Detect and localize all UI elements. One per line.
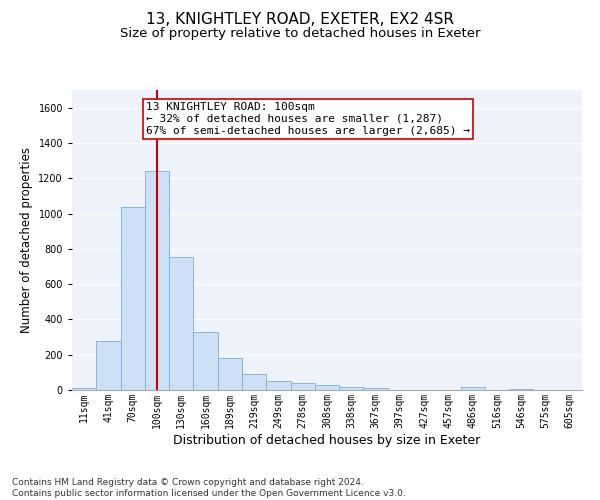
Bar <box>315 385 339 390</box>
Text: Size of property relative to detached houses in Exeter: Size of property relative to detached ho… <box>120 28 480 40</box>
Bar <box>266 381 290 390</box>
Bar <box>509 388 533 390</box>
Bar <box>169 257 193 390</box>
Bar <box>145 171 169 390</box>
Text: 13 KNIGHTLEY ROAD: 100sqm
← 32% of detached houses are smaller (1,287)
67% of se: 13 KNIGHTLEY ROAD: 100sqm ← 32% of detac… <box>146 102 470 136</box>
Bar <box>72 388 96 390</box>
Text: Contains HM Land Registry data © Crown copyright and database right 2024.
Contai: Contains HM Land Registry data © Crown c… <box>12 478 406 498</box>
Bar <box>242 374 266 390</box>
Bar <box>339 387 364 390</box>
Text: 13, KNIGHTLEY ROAD, EXETER, EX2 4SR: 13, KNIGHTLEY ROAD, EXETER, EX2 4SR <box>146 12 454 28</box>
Bar <box>96 340 121 390</box>
Bar <box>290 384 315 390</box>
Bar <box>193 332 218 390</box>
Bar <box>218 358 242 390</box>
Bar <box>121 208 145 390</box>
Y-axis label: Number of detached properties: Number of detached properties <box>20 147 33 333</box>
Bar <box>461 387 485 390</box>
X-axis label: Distribution of detached houses by size in Exeter: Distribution of detached houses by size … <box>173 434 481 446</box>
Bar <box>364 388 388 390</box>
